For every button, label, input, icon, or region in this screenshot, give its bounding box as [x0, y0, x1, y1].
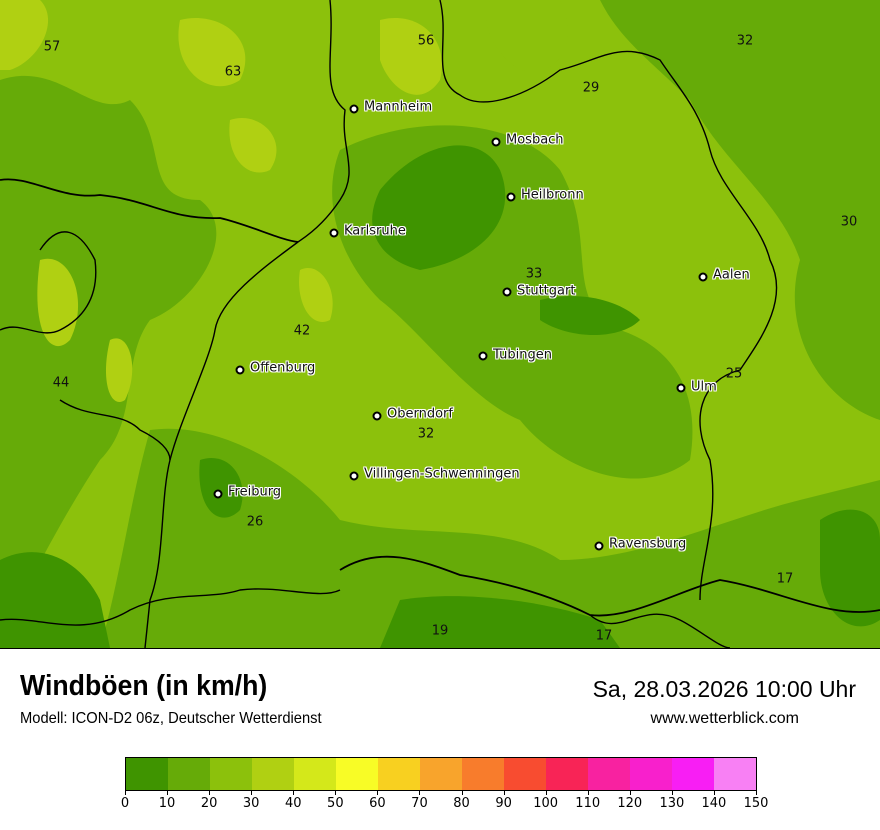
city-marker — [329, 228, 339, 238]
gust-value: 29 — [582, 80, 600, 96]
wind-gust-map: 57 63 56 29 32 30 33 42 44 25 32 26 17 1… — [0, 0, 880, 649]
legend-tick — [419, 790, 421, 795]
legend-tick — [461, 790, 463, 795]
city-label-offenburg: Offenburg — [250, 360, 316, 376]
wind-field-dark — [0, 145, 880, 648]
gust-value: 17 — [776, 571, 794, 587]
city-label-heilbronn: Heilbronn — [521, 187, 584, 203]
legend-swatch — [672, 758, 714, 790]
legend-tick-label: 30 — [242, 796, 260, 811]
legend-swatch — [504, 758, 546, 790]
legend-swatch — [126, 758, 168, 790]
city-label-ravensburg: Ravensburg — [609, 536, 687, 552]
gust-value: 17 — [595, 628, 613, 644]
gust-value: 30 — [840, 214, 858, 230]
legend-tick — [251, 790, 253, 795]
legend-tick — [671, 790, 673, 795]
city-label-mosbach: Mosbach — [506, 132, 564, 148]
forecast-datetime: Sa, 28.03.2026 10:00 Uhr — [592, 676, 856, 702]
model-source: Modell: ICON-D2 06z, Deutscher Wetterdie… — [20, 710, 322, 727]
legend-tick-label: 40 — [284, 796, 302, 811]
legend-tick-label: 50 — [327, 796, 344, 811]
legend-tick-label: 120 — [617, 796, 643, 811]
legend-swatch — [546, 758, 588, 790]
color-legend — [125, 757, 757, 791]
legend-swatch — [420, 758, 462, 790]
city-marker — [213, 489, 223, 499]
gust-value: 25 — [725, 366, 743, 382]
legend-swatch — [630, 758, 672, 790]
legend-swatch — [588, 758, 630, 790]
map-title: Windböen (in km/h) — [20, 670, 268, 702]
legend-swatch — [168, 758, 210, 790]
legend-tick — [293, 790, 295, 795]
map-canvas — [0, 0, 880, 649]
city-marker — [594, 541, 604, 551]
city-marker — [349, 471, 359, 481]
legend-tick — [587, 790, 589, 795]
legend-swatch — [336, 758, 378, 790]
city-marker — [676, 383, 686, 393]
city-marker — [491, 137, 501, 147]
gust-value: 63 — [224, 64, 242, 80]
legend-tick — [377, 790, 379, 795]
gust-value: 26 — [246, 514, 264, 530]
legend-tick-label: 100 — [533, 796, 559, 811]
legend-tick — [167, 790, 169, 795]
legend-tick-label: 10 — [158, 796, 176, 811]
wind-field-bright — [0, 0, 442, 402]
legend-tick-label: 150 — [743, 796, 769, 811]
gust-value: 57 — [43, 39, 61, 55]
city-marker — [502, 287, 512, 297]
city-label-freiburg: Freiburg — [228, 484, 282, 500]
legend-tick-label: 0 — [120, 796, 130, 811]
city-marker — [478, 351, 488, 361]
legend-swatch — [378, 758, 420, 790]
legend-tick-label: 80 — [453, 796, 470, 811]
map-borders — [0, 0, 880, 649]
city-label-mannheim: Mannheim — [364, 99, 433, 115]
city-label-ulm: Ulm — [691, 379, 717, 395]
legend-tick — [629, 790, 631, 795]
gust-value: 33 — [525, 266, 543, 282]
legend-swatch — [294, 758, 336, 790]
city-marker — [235, 365, 245, 375]
legend-tick-label: 60 — [369, 796, 386, 811]
legend-swatch — [252, 758, 294, 790]
city-marker — [506, 192, 516, 202]
legend-tick-label: 70 — [411, 796, 428, 811]
legend-tick — [756, 790, 757, 795]
legend-tick — [713, 790, 715, 795]
legend-tick — [209, 790, 211, 795]
legend-tick-label: 90 — [495, 796, 512, 811]
website-label: www.wetterblick.com — [650, 710, 799, 727]
city-label-karlsruhe: Karlsruhe — [344, 223, 406, 239]
legend-swatch — [210, 758, 252, 790]
legend-swatch — [714, 758, 756, 790]
city-label-oberndorf: Oberndorf — [387, 406, 453, 422]
city-label-stuttgart: Stuttgart — [517, 283, 576, 299]
city-label-tuebingen: Tübingen — [493, 347, 552, 363]
gust-value: 32 — [417, 426, 435, 442]
legend-tick-label: 140 — [701, 796, 727, 811]
gust-value: 32 — [736, 33, 754, 49]
legend-tick-label: 110 — [575, 796, 601, 811]
gust-value: 19 — [431, 623, 449, 639]
gust-value: 42 — [293, 323, 311, 339]
gust-value: 56 — [417, 33, 435, 49]
legend-swatch — [462, 758, 504, 790]
legend-tick — [503, 790, 505, 795]
legend-tick-label: 130 — [659, 796, 685, 811]
city-label-villingen-schwenningen: Villingen-Schwenningen — [364, 466, 520, 482]
gust-value: 44 — [52, 375, 70, 391]
city-marker — [372, 411, 382, 421]
legend-tick — [125, 790, 126, 795]
legend-tick-label: 20 — [200, 796, 218, 811]
legend-tick — [545, 790, 547, 795]
city-label-aalen: Aalen — [713, 267, 750, 283]
city-marker — [698, 272, 708, 282]
city-marker — [349, 104, 359, 114]
legend-tick — [335, 790, 337, 795]
